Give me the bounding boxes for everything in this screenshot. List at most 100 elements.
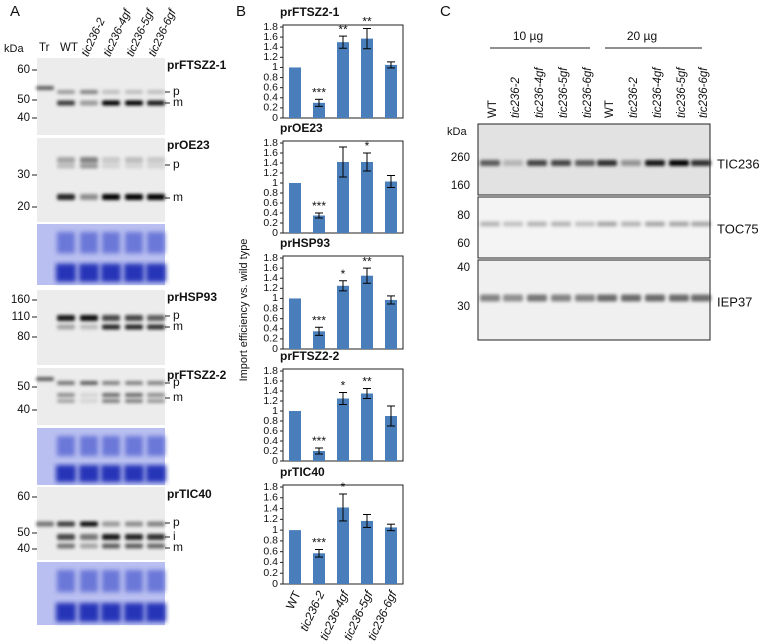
marker-label: 40: [17, 543, 30, 555]
gel-band: [669, 221, 689, 227]
gel-band: [551, 160, 571, 166]
coomassie-lane: [147, 232, 165, 254]
y-tick-label: 1.4: [263, 502, 278, 514]
y-tick-label: 1.6: [263, 375, 278, 387]
marker-label: 40: [17, 112, 30, 124]
gel-band: [36, 521, 54, 527]
gel-band: [597, 294, 617, 302]
gel-band: [57, 393, 75, 397]
gel-band: [102, 163, 120, 169]
coomassie-lane: [146, 465, 166, 483]
y-tick-label: 1.4: [263, 41, 278, 53]
lane-label: tic236-2: [510, 76, 522, 118]
bar: [337, 42, 349, 118]
gel-band: [102, 324, 120, 330]
gel-band: [147, 381, 165, 385]
bar: [337, 285, 349, 349]
gel-band: [575, 294, 595, 302]
gel-band: [147, 157, 165, 163]
kda-label: kDa: [4, 43, 24, 55]
marker-label: 20: [17, 201, 30, 213]
coomassie-lane: [147, 570, 165, 593]
gel-band: [102, 521, 120, 527]
gel-band: [147, 399, 165, 403]
group-label: 10 µg: [513, 29, 543, 43]
y-tick-label: 0.2: [263, 217, 278, 229]
marker-label: 80: [17, 331, 30, 343]
coomassie-lane: [80, 232, 98, 254]
gel-band: [125, 393, 143, 397]
band-label: p: [173, 375, 180, 389]
gel-band: [527, 221, 547, 227]
y-tick-label: 0.2: [263, 445, 278, 457]
y-tick-label: 1.2: [263, 513, 278, 525]
gel-band: [147, 163, 165, 169]
coomassie-lane: [146, 263, 166, 282]
gel-band: [102, 100, 120, 106]
gel-band: [621, 221, 641, 227]
bar: [337, 398, 349, 461]
coomassie-lane: [79, 263, 99, 282]
gel-background: [37, 487, 165, 560]
lane-label: tic236-6gf: [582, 66, 594, 118]
y-tick-label: 1.4: [263, 385, 278, 397]
gel-band: [80, 315, 98, 321]
gel-band: [102, 399, 120, 403]
gel-band: [597, 160, 617, 166]
bar: [385, 64, 397, 118]
y-tick-label: 1.8: [263, 481, 278, 493]
gel-band: [80, 100, 98, 106]
y-tick-label: 1: [272, 177, 278, 189]
y-tick-label: 0.4: [263, 207, 278, 219]
gel-band: [125, 194, 143, 200]
lane-label: WT: [604, 100, 616, 118]
marker-label: 50: [17, 527, 30, 539]
y-tick-label: 0.2: [263, 567, 278, 579]
gel-band: [147, 315, 165, 321]
lane-label: tic236-5gf: [558, 66, 570, 118]
lane-label: WT: [60, 42, 78, 54]
gel-band: [125, 521, 143, 527]
y-tick-label: 0.4: [263, 435, 278, 447]
gel-band: [503, 160, 523, 166]
gel-band: [147, 90, 165, 94]
gel-band: [57, 315, 75, 321]
gel-background: [37, 58, 165, 135]
y-tick-label: 0.6: [263, 197, 278, 209]
gel-band: [102, 393, 120, 397]
gel-background: [37, 138, 165, 222]
y-tick-label: 0: [272, 455, 278, 467]
bar: [337, 162, 349, 233]
coomassie-lane: [124, 465, 144, 483]
band-label: p: [173, 308, 180, 322]
blot-title: prFTSZ2-1: [167, 58, 227, 72]
y-tick-label: 1.6: [263, 147, 278, 159]
marker-label: 60: [457, 238, 470, 250]
band-label: m: [173, 190, 183, 204]
bar: [313, 215, 325, 233]
chart-title: prFTSZ2-2: [280, 349, 340, 363]
y-tick-label: 0.6: [263, 545, 278, 557]
gel-band: [125, 324, 143, 330]
gel-band: [102, 90, 120, 94]
gel-band: [147, 534, 165, 540]
gel-band: [551, 221, 571, 227]
gel-band: [691, 221, 711, 227]
kda-label: kDa: [447, 126, 467, 138]
blot-title: IEP37: [717, 294, 752, 309]
gel-band: [503, 221, 523, 227]
coomassie-lane: [80, 570, 98, 593]
band-label: m: [173, 540, 183, 554]
gel-band: [691, 160, 711, 166]
blot-frame: [477, 259, 711, 341]
bar: [289, 530, 301, 584]
gel-band: [125, 100, 143, 106]
bar: [313, 553, 325, 584]
coomassie-lane: [80, 436, 98, 456]
blot-title: prTIC40: [167, 487, 212, 501]
bar: [385, 416, 397, 461]
y-tick-label: 0.8: [263, 535, 278, 547]
marker-label: 40: [17, 404, 30, 416]
coomassie-lane: [102, 436, 120, 456]
